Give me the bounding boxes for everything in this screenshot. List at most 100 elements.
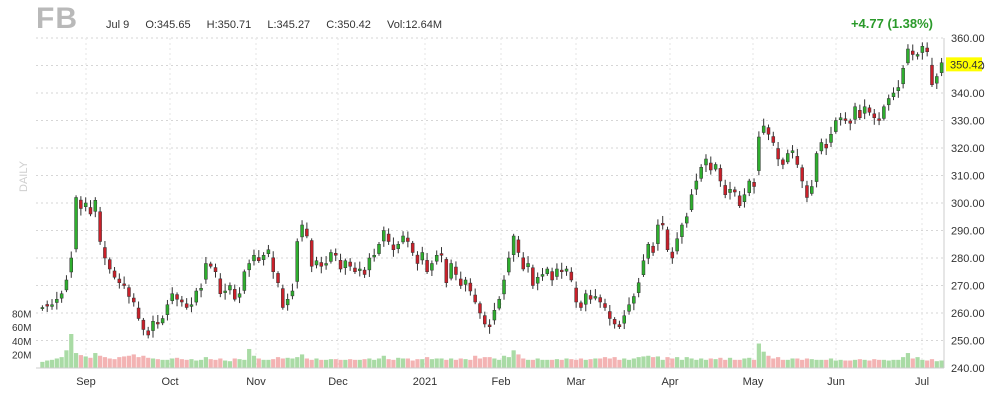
volume-bar (160, 359, 165, 368)
volume-bar (790, 358, 795, 368)
candle-body (555, 268, 559, 277)
volume-bar (694, 359, 699, 368)
candle-body (430, 263, 434, 271)
x-tick-label: Nov (246, 376, 266, 388)
candle-body (656, 224, 660, 244)
volume-bar (275, 357, 281, 368)
candle-body (766, 127, 771, 135)
candle-body (862, 106, 867, 114)
candlesticks (40, 42, 944, 339)
candle-body (83, 202, 88, 207)
candle-body (396, 244, 400, 249)
candle-body (343, 260, 348, 269)
volume-bar (776, 357, 781, 368)
volume-bar (420, 359, 425, 368)
volume-bar (141, 355, 146, 368)
x-tick-label: Jul (915, 376, 929, 388)
y-tick-label: 330.00 (951, 116, 985, 128)
volume-bar (626, 359, 632, 368)
volume-bar (405, 358, 410, 368)
candle-body (98, 211, 102, 242)
candle-body (882, 106, 886, 119)
candle-body (386, 233, 391, 242)
y-tick-label: 310.00 (951, 171, 985, 183)
candle-body (122, 283, 126, 286)
volume-bar (247, 348, 252, 368)
candle-body (843, 118, 848, 121)
volume-bar (223, 360, 228, 368)
volume-bar (525, 359, 531, 368)
volume-bar (689, 358, 694, 368)
candle-body (632, 296, 636, 304)
volume-bar (723, 359, 728, 368)
volume-bar (444, 359, 449, 368)
volume-bar (564, 358, 569, 368)
price-change: +4.77 (1.38%) (850, 16, 933, 31)
volume-bar (295, 357, 300, 368)
volume-bar (607, 358, 612, 368)
volume-bar (232, 358, 237, 368)
candle-body (608, 311, 612, 319)
candle-body (612, 319, 617, 325)
volume-bar (617, 359, 622, 368)
volume-bar (583, 359, 588, 368)
volume-bar (896, 359, 901, 368)
candle-body (757, 136, 761, 171)
candle-body (372, 255, 376, 258)
candle-body (252, 255, 256, 262)
x-tick-label: 2021 (413, 376, 437, 388)
volume-bar (122, 356, 127, 368)
volume-bar (107, 358, 112, 368)
volume-bar (218, 358, 223, 368)
volume-bar (45, 360, 50, 368)
candle-body (776, 148, 780, 160)
candle-body (194, 290, 199, 303)
candle-body (497, 299, 501, 309)
candle-body (281, 288, 285, 308)
volume-bar (256, 358, 261, 368)
candle-body (132, 297, 136, 303)
volume-bar (155, 359, 160, 368)
candle-body (305, 228, 309, 237)
volume-bar (703, 359, 709, 368)
volume-bar (800, 359, 805, 368)
candle-body (531, 267, 535, 286)
volume-bar (732, 359, 737, 368)
candle-body (295, 241, 299, 282)
volume-bar (612, 357, 617, 368)
volume-bar (636, 357, 641, 368)
volume-bar (598, 358, 603, 368)
quote-close: C:350.42 (326, 19, 371, 31)
volume-bar (901, 357, 906, 368)
candle-body (459, 278, 463, 286)
volume-bar (271, 359, 276, 368)
volume-bar (343, 359, 348, 368)
candle-body (785, 153, 790, 163)
volume-bar (449, 358, 454, 368)
volume-bar (646, 355, 651, 368)
candle-body (507, 257, 511, 273)
volume-bar (362, 359, 367, 368)
quote-open: O:345.65 (145, 19, 191, 31)
volume-bar (876, 359, 882, 368)
candle-body (257, 257, 261, 262)
volume-bar (708, 358, 713, 368)
volume-bar (915, 357, 920, 368)
candle-body (641, 260, 646, 275)
volume-bar (179, 359, 184, 368)
candle-body (338, 260, 343, 270)
candle-body (377, 244, 381, 254)
candle-body (920, 46, 925, 53)
volume-bar (69, 334, 74, 368)
candle-body (165, 304, 170, 315)
candle-body (199, 288, 203, 291)
volume-bar (843, 360, 848, 368)
volume-bar (554, 359, 560, 368)
volume-bar (655, 356, 660, 368)
volume-bar (487, 357, 492, 368)
volume-bar (314, 358, 319, 368)
candle-body (184, 303, 189, 308)
candle-body (160, 318, 165, 324)
